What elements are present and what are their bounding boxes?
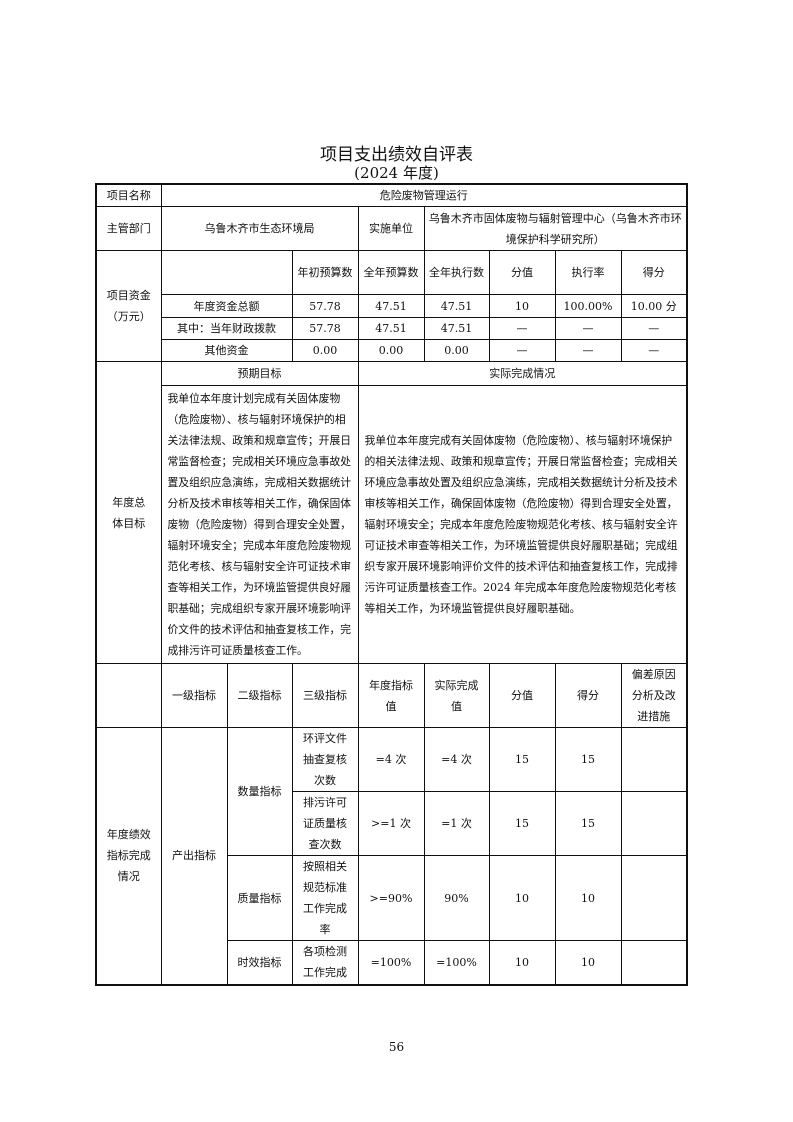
- score: 15: [554, 791, 622, 856]
- indicator-row: 时效指标 各项检测工作完成 =100% =100% 10 10: [96, 940, 688, 985]
- department-value: 乌鲁木齐市生态环境局: [160, 206, 359, 251]
- funds-cell: 0.00: [423, 339, 490, 362]
- impl-unit-label: 实施单位: [357, 206, 425, 251]
- impl-unit-value: 乌鲁木齐市固体废物与辐射管理中心（乌鲁木齐市环境保护科学研究所）: [423, 206, 688, 251]
- funds-row-name: 其他资金: [160, 339, 293, 362]
- score-value: 15: [488, 727, 556, 792]
- funds-row: 其中：当年财政拨款 57.78 47.51 47.51 — — —: [96, 317, 688, 340]
- project-name-value: 危险废物管理运行: [160, 183, 688, 207]
- funds-cell: 47.51: [357, 294, 425, 318]
- funds-header: 全年执行数: [423, 250, 490, 295]
- deviation: [620, 727, 688, 792]
- funds-header: 年初预算数: [291, 250, 359, 295]
- indicator-row: 年度绩效指标完成情况 产出指标 数量指标 环评文件抽查复核次数 =4 次 =4 …: [95, 727, 688, 985]
- expected-goal-header: 预期目标: [160, 361, 359, 386]
- score: 15: [554, 727, 622, 792]
- indicator-header: 年度指标值: [357, 663, 425, 728]
- funds-cell: —: [488, 339, 556, 362]
- indicators-label: 年度绩效指标完成情况: [95, 727, 162, 985]
- level2-indicator: 数量指标: [226, 727, 293, 856]
- score-value: 10: [488, 940, 556, 985]
- indicator-header: 三级指标: [291, 663, 359, 728]
- target-value: >=1 次: [357, 791, 425, 856]
- level3-indicator: 按照相关规范标准工作完成率: [291, 855, 359, 941]
- project-name-label: 项目名称: [95, 183, 162, 207]
- level1-indicator: 产出指标: [160, 727, 228, 985]
- target-value: =4 次: [357, 727, 425, 792]
- evaluation-table: 项目名称 危险废物管理运行 主管部门 乌鲁木齐市生态环境局 实施单位 乌鲁木齐市…: [95, 183, 688, 986]
- indicator-header: 二级指标: [226, 663, 293, 728]
- funds-cell: —: [620, 317, 688, 340]
- funds-cell: 57.78: [291, 294, 359, 318]
- department-label: 主管部门: [95, 206, 162, 251]
- indicator-row: 质量指标 按照相关规范标准工作完成率 >=90% 90% 10 10: [96, 855, 688, 941]
- funds-cell: 0.00: [291, 339, 359, 362]
- funds-cell: 47.51: [423, 317, 490, 340]
- deviation: [620, 855, 688, 941]
- funds-row: 其他资金 0.00 0.00 0.00 — — —: [96, 339, 688, 362]
- document-subtitle: (2024 年度): [354, 164, 439, 182]
- deviation: [620, 940, 688, 985]
- target-value: >=90%: [357, 855, 425, 941]
- funds-header: 全年预算数: [357, 250, 425, 295]
- funds-cell: —: [554, 339, 622, 362]
- actual-goal-text: 我单位本年度完成有关固体废物（危险废物）、核与辐射环境保护的相关法律法规、政策和…: [357, 385, 688, 664]
- score: 10: [554, 855, 622, 941]
- document-title: 项目支出绩效自评表: [320, 145, 473, 165]
- funds-cell: —: [620, 339, 688, 362]
- level2-indicator: 质量指标: [226, 855, 293, 941]
- funds-header: 得分: [620, 250, 688, 295]
- level3-indicator: 排污许可证质量核查次数: [291, 791, 359, 856]
- funds-cell: —: [554, 317, 622, 340]
- target-value: =100%: [357, 940, 425, 985]
- page-number: 56: [388, 1040, 405, 1054]
- score-value: 10: [488, 855, 556, 941]
- actual-value: =100%: [423, 940, 490, 985]
- funds-cell: 47.51: [423, 294, 490, 318]
- funds-label: 项目资金（万元）: [95, 250, 162, 362]
- deviation: [620, 791, 688, 856]
- funds-header: 执行率: [554, 250, 622, 295]
- indicator-row: 排污许可证质量核查次数 >=1 次 =1 次 15 15: [96, 791, 688, 856]
- level3-indicator: 环评文件抽查复核次数: [291, 727, 359, 792]
- expected-goal-text: 我单位本年度计划完成有关固体废物（危险废物）、核与辐射环境保护的相关法律法规、政…: [160, 385, 359, 664]
- actual-goal-header: 实际完成情况: [357, 361, 688, 386]
- actual-value: =4 次: [423, 727, 490, 792]
- indicator-header: 一级指标: [160, 663, 228, 728]
- funds-header: 分值: [488, 250, 556, 295]
- funds-cell: 57.78: [291, 317, 359, 340]
- funds-cell: 100.00%: [554, 294, 622, 318]
- funds-row: 年度资金总额 57.78 47.51 47.51 10 100.00% 10.0…: [96, 294, 688, 318]
- funds-cell: 0.00: [357, 339, 425, 362]
- funds-row-name: 年度资金总额: [160, 294, 293, 318]
- indicator-header: 得分: [554, 663, 622, 728]
- indicator-header: 实际完成值: [423, 663, 490, 728]
- actual-value: 90%: [423, 855, 490, 941]
- level3-indicator: 各项检测工作完成: [291, 940, 359, 985]
- actual-value: =1 次: [423, 791, 490, 856]
- funds-cell: 47.51: [357, 317, 425, 340]
- score-value: 15: [488, 791, 556, 856]
- funds-header-blank: [160, 250, 293, 295]
- indicator-header: 分值: [488, 663, 556, 728]
- indicator-header: 偏差原因分析及改进措施: [620, 663, 688, 728]
- funds-cell: 10.00 分: [620, 294, 688, 318]
- goals-label: 年度总体目标: [95, 361, 162, 664]
- indicators-header-blank: [95, 663, 162, 728]
- funds-cell: 10: [488, 294, 556, 318]
- score: 10: [554, 940, 622, 985]
- level2-indicator: 时效指标: [226, 940, 293, 985]
- funds-row-name: 其中：当年财政拨款: [160, 317, 293, 340]
- funds-cell: —: [488, 317, 556, 340]
